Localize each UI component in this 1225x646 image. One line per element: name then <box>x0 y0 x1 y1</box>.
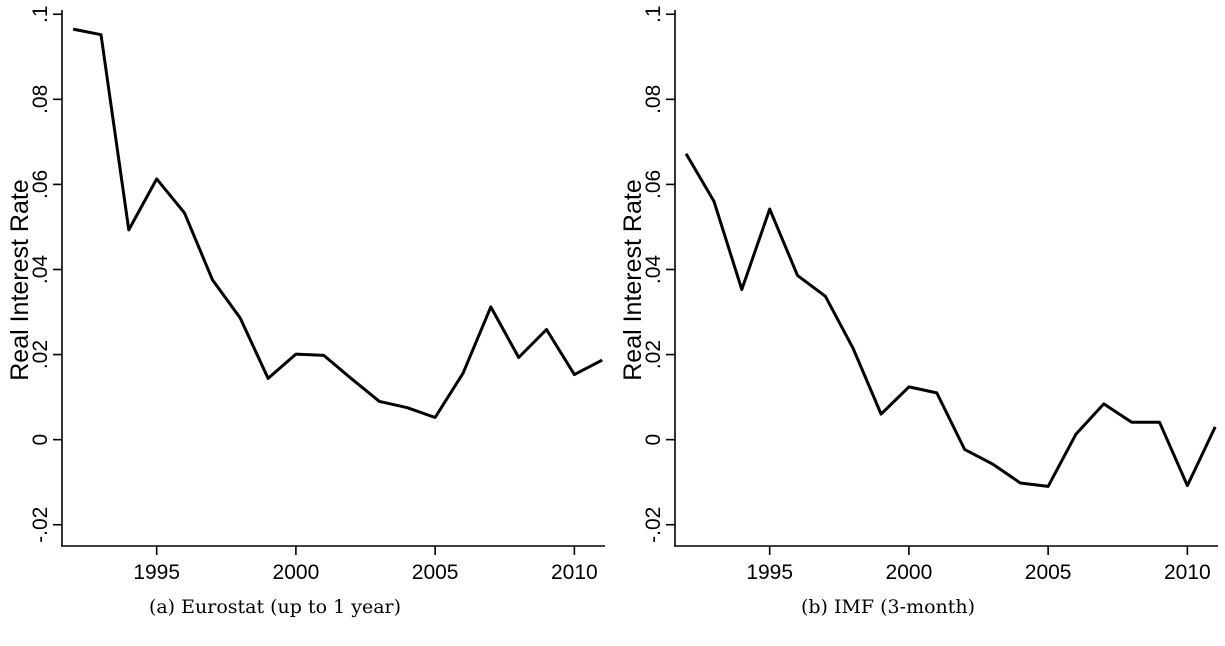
x-tick-label: 2000 <box>273 561 320 584</box>
chart-panel-imf: -.02 0 .02 .04 .06 .08 .1 1995 2000 2005 2010 Rea… <box>613 0 1225 646</box>
chart-imf: -.02 0 .02 .04 .06 .08 .1 1995 2000 2005 2010 Rea… <box>619 5 1218 618</box>
y-tick-label: .06 <box>29 170 52 199</box>
y-axis-title: Real Interest Rate <box>619 179 647 381</box>
y-ticks: -.02 0 .02 .04 .06 .08 .1 <box>29 5 62 543</box>
chart-panel-eurostat: -.02 0 .02 .04 .06 .08 .1 1995 2000 2005 2010 Rea… <box>0 0 612 646</box>
y-tick-label: .02 <box>29 340 52 369</box>
y-tick-label: .1 <box>642 5 665 23</box>
x-tick-label: 2010 <box>551 561 598 584</box>
y-tick-label: .08 <box>29 85 52 114</box>
y-tick-label: .06 <box>642 170 665 199</box>
y-tick-label: -.02 <box>642 507 665 543</box>
y-tick-label: .08 <box>642 85 665 114</box>
series-line <box>684 153 1217 488</box>
y-tick-label: .04 <box>29 255 52 285</box>
chart-caption: (b) IMF (3-month) <box>801 596 975 618</box>
x-ticks: 1995 2000 2005 2010 <box>746 546 1211 584</box>
y-tick-label: .02 <box>642 340 665 369</box>
x-tick-label: 2005 <box>1025 561 1072 584</box>
x-tick-label: 1995 <box>746 561 793 584</box>
y-tick-label: -.02 <box>29 507 52 543</box>
y-axis-title: Real Interest Rate <box>6 179 34 381</box>
chart-caption: (a) Eurostat (up to 1 year) <box>149 596 401 618</box>
series-line <box>72 27 603 419</box>
x-tick-label: 2005 <box>412 561 459 584</box>
chart-eurostat: -.02 0 .02 .04 .06 .08 .1 1995 2000 2005 2010 Rea… <box>6 5 605 618</box>
y-tick-label: 0 <box>642 434 665 446</box>
y-tick-label: .04 <box>642 255 665 285</box>
x-tick-label: 1995 <box>133 561 180 584</box>
x-tick-label: 2000 <box>886 561 933 584</box>
y-ticks: -.02 0 .02 .04 .06 .08 .1 <box>642 5 675 543</box>
y-tick-label: .1 <box>29 5 52 23</box>
x-tick-label: 2010 <box>1164 561 1211 584</box>
x-ticks: 1995 2000 2005 2010 <box>133 546 598 584</box>
y-tick-label: 0 <box>29 434 52 446</box>
